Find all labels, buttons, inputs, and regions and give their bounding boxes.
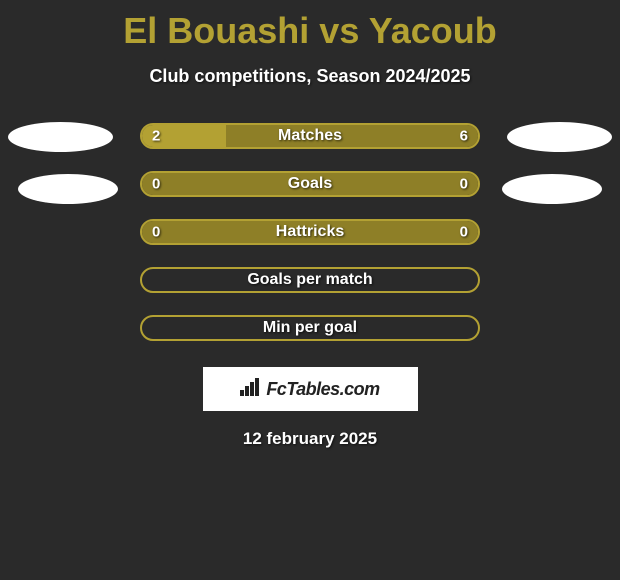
stat-bar: Min per goal (140, 315, 480, 341)
player-right-marker (507, 122, 612, 152)
page-title: El Bouashi vs Yacoub (0, 0, 620, 52)
stat-right-value: 0 (460, 176, 468, 193)
stat-right-value: 0 (460, 224, 468, 241)
comparison-row: 0 0 Goals (0, 171, 620, 197)
stat-right-value: 6 (460, 128, 468, 145)
stat-label: Hattricks (276, 223, 344, 241)
stat-label: Goals (288, 175, 332, 193)
stat-left-value: 0 (152, 224, 160, 241)
comparison-bars-container: 2 6 Matches 0 0 Goals 0 0 Hattricks Goals per mat… (0, 123, 620, 341)
player-left-marker (18, 174, 118, 204)
logo-box: FcTables.com (203, 367, 418, 411)
stat-bar: 0 0 Goals (140, 171, 480, 197)
bar-chart-icon (240, 378, 262, 401)
player-left-marker (8, 122, 113, 152)
date-label: 12 february 2025 (0, 429, 620, 449)
stat-bar: 0 0 Hattricks (140, 219, 480, 245)
stat-left-value: 0 (152, 176, 160, 193)
player-right-marker (502, 174, 602, 204)
stat-bar: 2 6 Matches (140, 123, 480, 149)
comparison-row: Min per goal (0, 315, 620, 341)
stat-label: Min per goal (263, 319, 357, 337)
comparison-row: Goals per match (0, 267, 620, 293)
stat-bar: Goals per match (140, 267, 480, 293)
stat-label: Goals per match (247, 271, 372, 289)
stat-label: Matches (278, 127, 342, 145)
stat-left-value: 2 (152, 128, 160, 145)
comparison-row: 2 6 Matches (0, 123, 620, 149)
logo-text: FcTables.com (266, 379, 379, 400)
comparison-row: 0 0 Hattricks (0, 219, 620, 245)
stat-bar-right-fill (226, 125, 478, 147)
page-subtitle: Club competitions, Season 2024/2025 (0, 66, 620, 87)
